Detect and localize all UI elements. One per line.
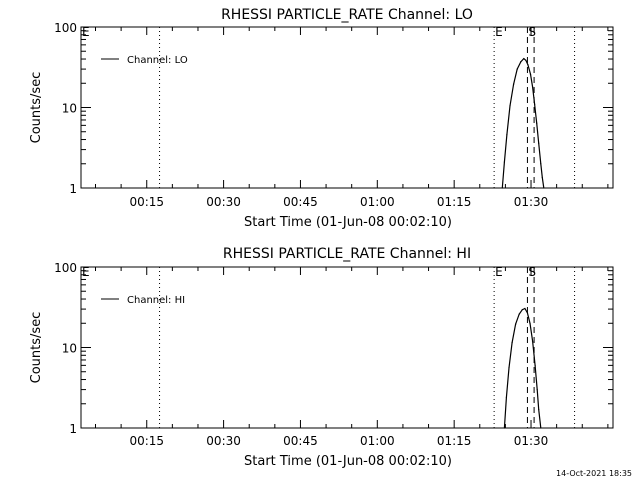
- data-point: [536, 122, 538, 124]
- data-point: [543, 187, 545, 189]
- legend-label: Channel: LO: [127, 55, 188, 66]
- data-point: [508, 367, 510, 369]
- data-point: [536, 388, 538, 391]
- y-tick-label: 100: [54, 21, 77, 35]
- x-tick-label: 01:30: [514, 195, 549, 209]
- y-tick-label: 1: [69, 422, 77, 436]
- data-point: [541, 176, 543, 179]
- y-axis-label: Counts/sec: [29, 312, 44, 384]
- x-tick-label: 00:30: [206, 195, 241, 209]
- data-point: [526, 312, 529, 314]
- data-point: [538, 408, 540, 411]
- chart-title: RHESSI PARTICLE_RATE Channel: LO: [221, 7, 473, 23]
- data-point: [506, 134, 508, 136]
- data-point: [518, 313, 520, 315]
- chart-panel-0: RHESSI PARTICLE_RATE Channel: LO 1 10 100 00…: [29, 7, 614, 230]
- x-tick-label: 01:00: [360, 434, 395, 448]
- y-tick-label: 10: [62, 342, 77, 356]
- data-point: [511, 342, 513, 344]
- x-tick-label: 00:15: [129, 434, 164, 448]
- data-point: [534, 103, 536, 105]
- x-tick-label: 01:15: [437, 434, 472, 448]
- data-point: [505, 396, 508, 398]
- x-tick-label: 00:45: [283, 195, 318, 209]
- data-point: [523, 57, 525, 60]
- marker-label: E: [82, 265, 90, 279]
- data-point: [503, 427, 505, 429]
- timestamp: 14-Oct-2021 18:35: [556, 469, 632, 478]
- x-axis-label: Start Time (01-Jun-08 00:02:10): [244, 215, 452, 230]
- chart-panel-1: RHESSI PARTICLE_RATE Channel: HI 1 10 100 00…: [29, 246, 614, 469]
- x-tick-label: 00:30: [206, 434, 241, 448]
- x-tick-label: 00:15: [129, 195, 164, 209]
- marker-label: E: [495, 25, 503, 39]
- x-tick-label: 01:00: [360, 195, 395, 209]
- data-point: [525, 59, 527, 61]
- data-point: [503, 161, 505, 163]
- x-tick-label: 01:15: [437, 195, 472, 209]
- y-tick-label: 100: [54, 261, 77, 275]
- x-tick-label: 01:30: [514, 434, 549, 448]
- data-point: [540, 163, 542, 165]
- x-axis-label: Start Time (01-Jun-08 00:02:10): [244, 454, 452, 469]
- data-point: [501, 187, 503, 189]
- marker-label: S: [528, 25, 536, 39]
- data-point: [520, 61, 522, 63]
- x-tick-label: 00:45: [283, 434, 318, 448]
- data-point: [515, 323, 517, 325]
- data-point: [531, 86, 534, 88]
- series-line: [503, 307, 542, 429]
- chart-title: RHESSI PARTICLE_RATE Channel: HI: [223, 246, 471, 262]
- marker-label: E: [82, 25, 90, 39]
- data-point: [540, 427, 542, 429]
- data-point: [516, 68, 518, 70]
- data-point: [529, 322, 531, 324]
- legend-label: Channel: HI: [127, 295, 185, 306]
- data-point: [512, 83, 515, 85]
- marker-label: E: [495, 265, 503, 279]
- plot-frame: [80, 26, 614, 189]
- data-point: [521, 309, 523, 311]
- data-point: [524, 307, 526, 310]
- data-point: [529, 73, 532, 75]
- data-point: [534, 364, 536, 366]
- marker-label: S: [528, 265, 536, 279]
- data-point: [527, 64, 529, 66]
- data-point: [509, 105, 511, 107]
- data-point: [538, 142, 540, 144]
- series-line: [501, 57, 545, 189]
- y-tick-label: 10: [62, 102, 77, 116]
- y-axis-label: Counts/sec: [29, 72, 44, 144]
- y-tick-label: 1: [69, 182, 77, 196]
- data-point: [531, 340, 534, 342]
